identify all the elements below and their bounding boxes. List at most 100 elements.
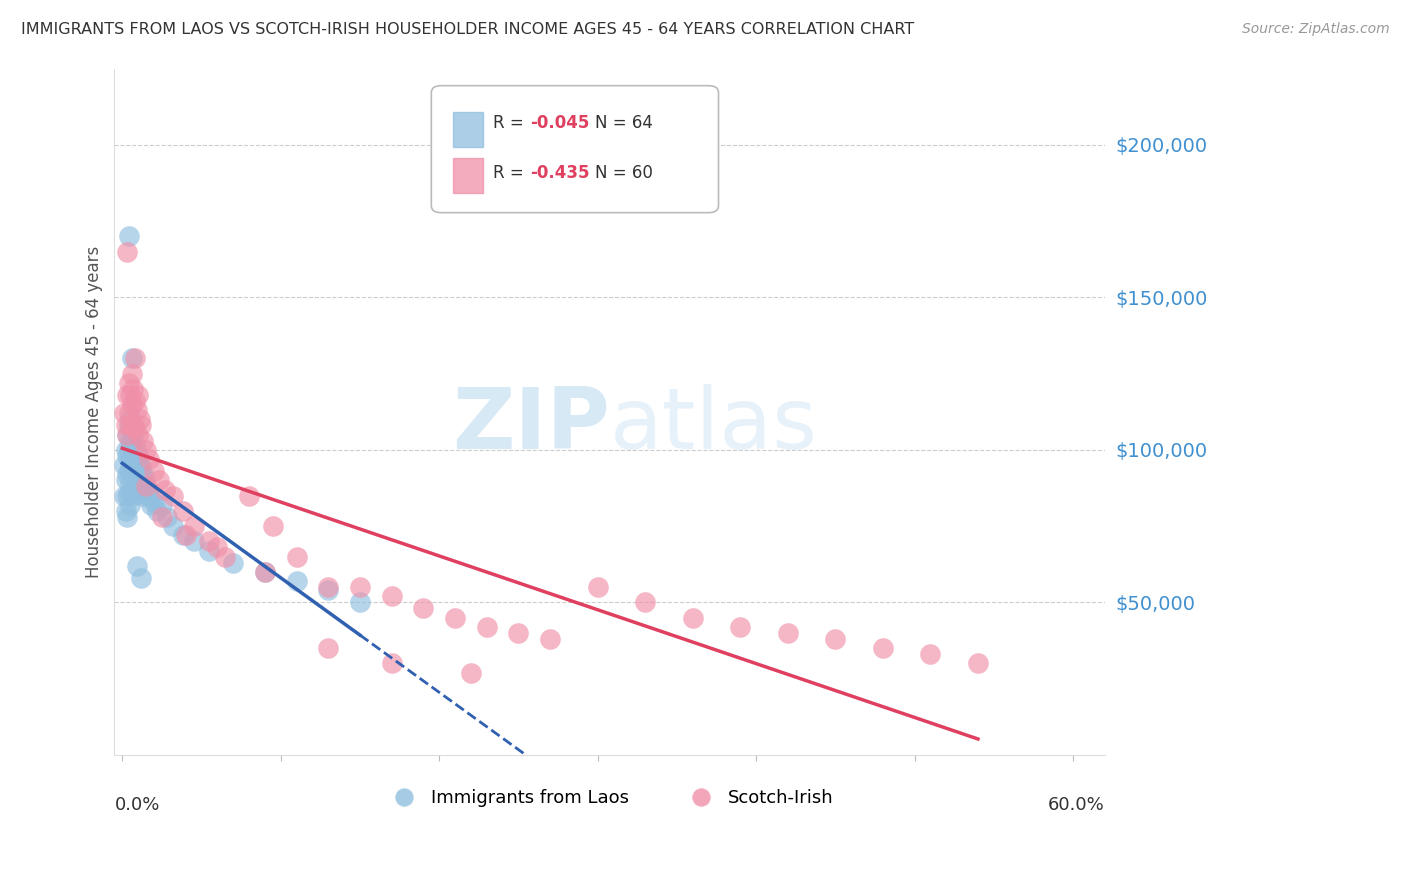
Point	[183, 534, 205, 549]
Point	[349, 580, 371, 594]
Point	[118, 464, 141, 478]
Point	[118, 406, 141, 420]
Point	[115, 427, 138, 442]
Bar	[453, 112, 482, 147]
Point	[253, 565, 276, 579]
Point	[135, 479, 157, 493]
Text: IMMIGRANTS FROM LAOS VS SCOTCH-IRISH HOUSEHOLDER INCOME AGES 45 - 64 YEARS CORRE: IMMIGRANTS FROM LAOS VS SCOTCH-IRISH HOU…	[21, 22, 914, 37]
Text: -0.435: -0.435	[530, 164, 591, 182]
Legend: Immigrants from Laos, Scotch-Irish: Immigrants from Laos, Scotch-Irish	[378, 782, 841, 814]
Point	[682, 610, 704, 624]
Point	[122, 449, 145, 463]
Point	[114, 504, 136, 518]
Point	[112, 458, 135, 472]
Point	[730, 620, 752, 634]
Point	[238, 489, 260, 503]
Point	[118, 485, 141, 500]
Point	[285, 574, 308, 588]
Point	[150, 498, 173, 512]
Point	[381, 589, 404, 603]
Point	[460, 665, 482, 680]
Point	[114, 474, 136, 488]
Point	[776, 626, 799, 640]
Point	[162, 489, 184, 503]
Point	[198, 534, 221, 549]
Point	[115, 467, 138, 482]
Point	[872, 641, 894, 656]
Point	[125, 446, 148, 460]
Point	[118, 442, 141, 457]
Point	[174, 528, 197, 542]
Point	[121, 397, 143, 411]
Point	[122, 467, 145, 482]
Point	[124, 455, 146, 469]
Point	[128, 479, 150, 493]
Text: -0.045: -0.045	[530, 114, 589, 132]
Point	[112, 489, 135, 503]
Text: 60.0%: 60.0%	[1047, 796, 1105, 814]
Point	[120, 412, 142, 426]
Text: R =: R =	[492, 114, 529, 132]
Point	[114, 418, 136, 433]
Point	[183, 519, 205, 533]
Point	[172, 504, 194, 518]
Point	[115, 388, 138, 402]
Point	[127, 388, 149, 402]
Point	[118, 418, 141, 433]
Point	[214, 549, 236, 564]
Point	[112, 406, 135, 420]
Point	[120, 434, 142, 448]
Point	[124, 394, 146, 409]
Point	[120, 498, 142, 512]
Point	[122, 427, 145, 442]
Point	[162, 519, 184, 533]
Point	[132, 467, 155, 482]
Point	[318, 583, 340, 598]
Point	[115, 427, 138, 442]
Point	[150, 510, 173, 524]
Point	[143, 494, 166, 508]
Point	[124, 436, 146, 450]
Point	[115, 449, 138, 463]
Point	[115, 489, 138, 503]
Point	[127, 449, 149, 463]
Point	[121, 367, 143, 381]
Y-axis label: Householder Income Ages 45 - 64 years: Householder Income Ages 45 - 64 years	[86, 245, 103, 578]
Point	[125, 558, 148, 573]
Point	[118, 229, 141, 244]
Point	[920, 647, 942, 661]
Text: R =: R =	[492, 164, 529, 182]
Point	[172, 528, 194, 542]
Point	[131, 418, 153, 433]
Point	[122, 382, 145, 396]
Point	[132, 489, 155, 503]
Point	[143, 464, 166, 478]
Point	[508, 626, 530, 640]
Point	[222, 556, 245, 570]
Text: N = 60: N = 60	[595, 164, 652, 182]
Point	[120, 455, 142, 469]
Point	[115, 244, 138, 259]
Point	[138, 489, 160, 503]
Point	[125, 483, 148, 497]
Point	[122, 418, 145, 433]
Point	[118, 376, 141, 390]
Point	[127, 467, 149, 482]
Point	[128, 412, 150, 426]
Text: N = 64: N = 64	[595, 114, 652, 132]
Point	[121, 483, 143, 497]
Point	[131, 461, 153, 475]
Text: atlas: atlas	[610, 384, 817, 467]
Text: 0.0%: 0.0%	[114, 796, 160, 814]
Point	[444, 610, 467, 624]
Text: ZIP: ZIP	[451, 384, 610, 467]
Point	[128, 455, 150, 469]
Point	[131, 483, 153, 497]
Point	[134, 474, 156, 488]
Point	[139, 498, 162, 512]
Point	[824, 632, 846, 646]
Point	[318, 641, 340, 656]
Point	[121, 461, 143, 475]
Point	[120, 476, 142, 491]
Point	[262, 519, 284, 533]
